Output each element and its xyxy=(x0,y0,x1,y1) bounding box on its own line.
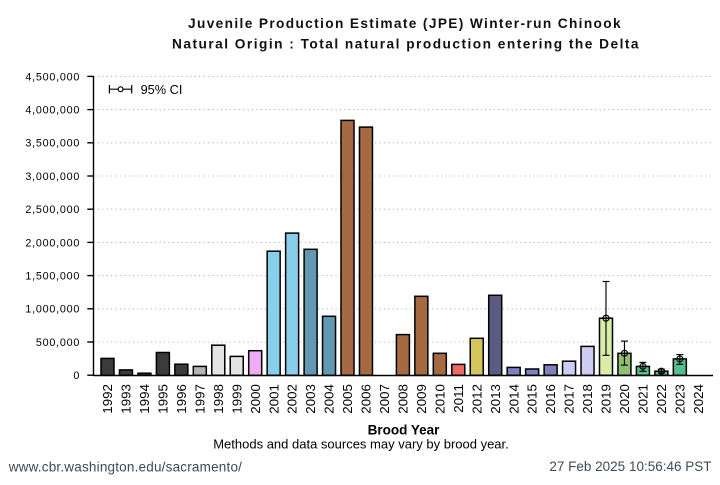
svg-text:2002: 2002 xyxy=(285,384,300,414)
svg-text:Brood Year: Brood Year xyxy=(368,423,441,438)
svg-text:2024: 2024 xyxy=(691,384,706,414)
svg-text:2001: 2001 xyxy=(266,384,281,414)
svg-text:1996: 1996 xyxy=(174,384,189,414)
svg-text:3,000,000: 3,000,000 xyxy=(25,171,80,183)
svg-text:4,500,000: 4,500,000 xyxy=(25,71,80,83)
svg-text:1,500,000: 1,500,000 xyxy=(25,271,80,283)
svg-text:1993: 1993 xyxy=(119,384,134,414)
svg-text:1,000,000: 1,000,000 xyxy=(25,304,80,316)
svg-text:1995: 1995 xyxy=(155,384,170,414)
svg-text:2004: 2004 xyxy=(322,384,337,414)
svg-text:2006: 2006 xyxy=(359,384,374,414)
svg-text:2008: 2008 xyxy=(396,384,411,414)
svg-text:2019: 2019 xyxy=(599,384,614,414)
svg-text:27 Feb 2025 10:56:46 PST: 27 Feb 2025 10:56:46 PST xyxy=(549,459,711,474)
svg-text:1997: 1997 xyxy=(192,384,207,414)
svg-text:4,000,000: 4,000,000 xyxy=(25,105,80,117)
svg-text:2014: 2014 xyxy=(506,384,521,414)
svg-text:2011: 2011 xyxy=(451,384,466,413)
svg-text:1992: 1992 xyxy=(100,384,115,414)
svg-text:2007: 2007 xyxy=(377,384,392,414)
svg-text:1999: 1999 xyxy=(229,384,244,414)
svg-text:www.cbr.washington.edu/sacrame: www.cbr.washington.edu/sacramento/ xyxy=(8,459,242,474)
svg-text:2010: 2010 xyxy=(432,384,447,414)
svg-text:2023: 2023 xyxy=(672,384,687,414)
svg-text:2013: 2013 xyxy=(488,384,503,414)
svg-text:3,500,000: 3,500,000 xyxy=(25,138,80,150)
svg-text:500,000: 500,000 xyxy=(36,337,80,349)
svg-text:1998: 1998 xyxy=(211,384,226,414)
svg-text:2000: 2000 xyxy=(248,384,263,414)
svg-text:1994: 1994 xyxy=(137,384,152,414)
svg-text:2022: 2022 xyxy=(654,384,669,414)
svg-text:2016: 2016 xyxy=(543,384,558,414)
svg-text:2,500,000: 2,500,000 xyxy=(25,204,80,216)
svg-text:0: 0 xyxy=(73,370,80,382)
svg-text:Natural Origin : Total natural: Natural Origin : Total natural productio… xyxy=(172,36,640,51)
svg-text:2017: 2017 xyxy=(562,384,577,414)
svg-text:2018: 2018 xyxy=(580,384,595,414)
svg-text:2,000,000: 2,000,000 xyxy=(25,237,80,249)
svg-text:2003: 2003 xyxy=(303,384,318,414)
svg-text:2009: 2009 xyxy=(414,384,429,414)
svg-text:2015: 2015 xyxy=(525,384,540,414)
svg-text:2021: 2021 xyxy=(636,384,651,414)
svg-text:2020: 2020 xyxy=(617,384,632,414)
svg-text:2012: 2012 xyxy=(469,384,484,414)
svg-text:95% CI: 95% CI xyxy=(141,82,183,97)
svg-text:Methods and data sources may v: Methods and data sources may vary by bro… xyxy=(213,436,509,451)
svg-text:Juvenile Production Estimate (: Juvenile Production Estimate (JPE) Winte… xyxy=(188,16,622,31)
svg-text:2005: 2005 xyxy=(340,384,355,414)
